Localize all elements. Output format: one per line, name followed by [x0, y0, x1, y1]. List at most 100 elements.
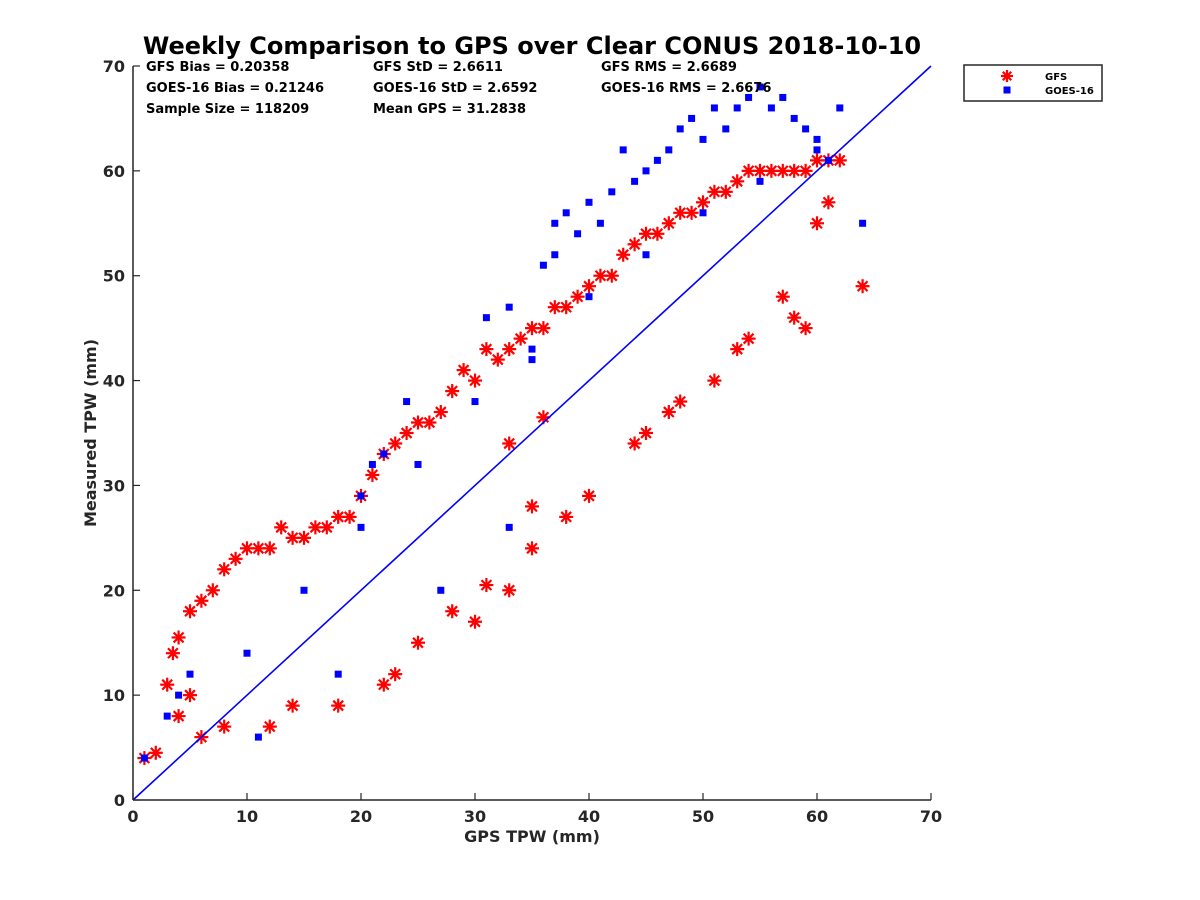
data-point-gfs [582, 488, 596, 503]
data-point-goes-16 [163, 712, 171, 720]
data-point-gfs [730, 174, 745, 189]
data-point-goes-16 [710, 104, 718, 112]
data-point-gfs [855, 279, 870, 294]
data-point-gfs [627, 436, 642, 451]
data-point-gfs [388, 667, 403, 682]
data-point-goes-16 [733, 104, 741, 112]
data-point-gfs [570, 289, 585, 304]
data-point-goes-16 [562, 209, 570, 217]
data-point-gfs [502, 342, 517, 357]
data-point-gfs [502, 436, 517, 451]
stat-gfs-std: GFS StD = 2.6611 [373, 60, 503, 75]
data-point-goes-16 [722, 125, 730, 133]
data-point-gfs [753, 163, 767, 178]
data-point-goes-16 [619, 146, 627, 154]
data-point-gfs [171, 630, 186, 645]
data-point-goes-16 [802, 125, 810, 133]
data-point-goes-16 [790, 114, 798, 122]
data-point-gfs [433, 405, 448, 420]
data-point-gfs [582, 279, 596, 294]
data-point-goes-16 [756, 177, 764, 185]
data-point-gfs [376, 677, 391, 692]
data-point-gfs [445, 384, 460, 399]
stat-gfs-bias: GFS Bias = 0.20358 [146, 60, 289, 75]
data-point-goes-16 [642, 251, 650, 259]
data-point-gfs [775, 289, 790, 304]
data-point-gfs [148, 745, 163, 760]
legend-label-goes-16: GOES-16 [1045, 86, 1094, 97]
data-point-goes-16 [482, 314, 490, 322]
data-point-gfs [183, 688, 197, 703]
data-point-goes-16 [300, 586, 308, 594]
data-point-gfs [821, 195, 836, 210]
data-point-goes-16 [505, 523, 513, 531]
data-point-gfs [741, 163, 756, 178]
data-point-gfs [319, 520, 334, 535]
data-point-gfs [456, 363, 471, 378]
chart-title: Weekly Comparison to GPS over Clear CONU… [143, 32, 921, 60]
data-point-gfs [205, 583, 220, 598]
data-point-gfs [388, 436, 403, 451]
data-point-gfs [274, 520, 289, 535]
data-point-gfs [559, 300, 574, 315]
data-point-goes-16 [665, 146, 673, 154]
data-point-gfs [787, 310, 802, 325]
legend: GFS GOES-16 [963, 64, 1103, 102]
data-point-gfs [536, 321, 551, 336]
data-point-gfs [262, 541, 277, 556]
data-point-goes-16 [539, 261, 547, 269]
data-point-gfs [604, 268, 619, 283]
y-tick-label: 40 [103, 372, 125, 391]
data-point-gfs [707, 373, 722, 388]
data-point-goes-16 [642, 167, 650, 175]
data-point-goes-16 [380, 450, 388, 458]
data-point-gfs [183, 604, 197, 619]
data-point-gfs [525, 499, 539, 514]
stat-gfs-rms: GFS RMS = 2.6689 [601, 60, 737, 75]
data-point-gfs [798, 163, 813, 178]
data-point-gfs [262, 719, 277, 734]
data-point-goes-16 [471, 398, 479, 406]
data-point-gfs [331, 509, 346, 524]
data-point-goes-16 [403, 398, 411, 406]
data-point-gfs [650, 226, 665, 241]
data-point-gfs [798, 321, 813, 336]
stat-mean-gps: Mean GPS = 31.2838 [373, 102, 526, 117]
x-axis-label: GPS TPW (mm) [464, 827, 600, 846]
data-point-goes-16 [243, 649, 251, 657]
data-point-gfs [445, 604, 460, 619]
data-point-gfs [502, 583, 517, 598]
x-tick-label: 30 [464, 807, 486, 826]
data-point-goes-16 [528, 345, 536, 353]
data-point-gfs [810, 216, 824, 231]
data-point-goes-16 [585, 198, 593, 206]
data-point-goes-16 [653, 156, 661, 164]
legend-box [963, 64, 1103, 102]
stat-goes16-rms: GOES-16 RMS = 2.6676 [601, 81, 771, 96]
stat-goes16-std: GOES-16 StD = 2.6592 [373, 81, 537, 96]
data-point-goes-16 [779, 93, 787, 101]
data-point-goes-16 [631, 177, 639, 185]
data-point-gfs [399, 426, 414, 440]
data-point-goes-16 [505, 303, 513, 311]
data-point-gfs [616, 247, 631, 262]
x-tick-label: 60 [806, 807, 828, 826]
data-point-goes-16 [836, 104, 844, 112]
data-point-gfs [673, 394, 688, 409]
data-point-gfs [171, 709, 186, 724]
data-point-goes-16 [745, 93, 753, 101]
data-point-gfs [547, 300, 562, 315]
data-point-gfs [490, 352, 505, 367]
legend-marker-gfs [1001, 70, 1013, 82]
data-point-gfs [160, 677, 175, 692]
x-axis-ticks: 0 10 20 30 40 50 60 70 [127, 793, 942, 826]
y-tick-label: 70 [103, 57, 125, 76]
legend-marker-goes-16 [1003, 86, 1011, 94]
x-tick-label: 0 [127, 807, 138, 826]
x-tick-label: 50 [692, 807, 714, 826]
y-tick-label: 0 [114, 791, 125, 810]
series-goes-16 [140, 83, 867, 762]
stat-goes16-bias: GOES-16 Bias = 0.21246 [146, 81, 324, 96]
data-point-gfs [285, 698, 300, 713]
data-point-goes-16 [608, 188, 616, 196]
